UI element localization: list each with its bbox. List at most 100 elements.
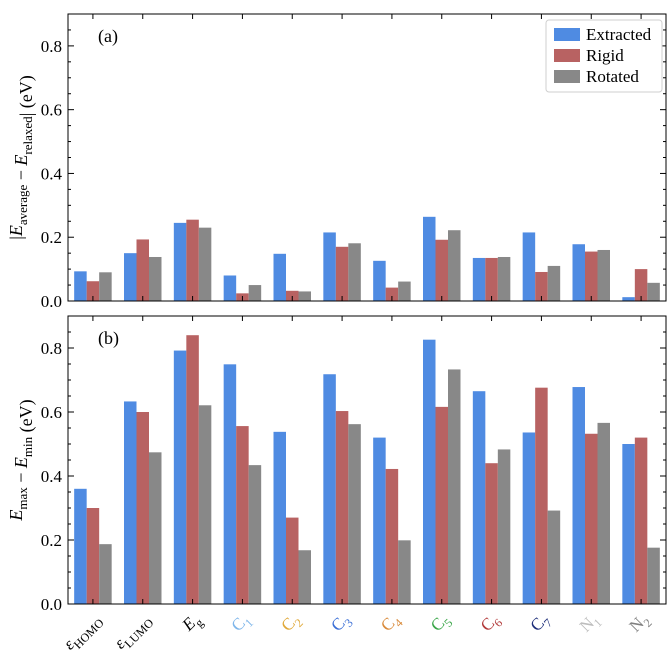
x-category-label-6: C4 <box>377 609 406 638</box>
bar-b-rigid-2 <box>186 335 199 604</box>
x-category-label-1: εLUMO <box>110 609 156 655</box>
bar-b-rotated-11 <box>647 547 660 604</box>
bar-b-rigid-9 <box>535 387 548 604</box>
bar-a-extracted-2 <box>173 222 187 301</box>
bar-a-rigid-2 <box>186 219 199 301</box>
bar-a-rigid-0 <box>86 281 100 301</box>
bar-b-rotated-4 <box>298 550 311 604</box>
bar-a-extracted-9 <box>522 232 536 301</box>
bar-a-rotated-2 <box>198 227 212 301</box>
x-category-label-0: εHOMO <box>60 609 107 656</box>
bar-a-extracted-5 <box>323 232 336 301</box>
bar-b-rigid-8 <box>485 463 498 604</box>
bar-a-extracted-7 <box>423 216 436 301</box>
bar-b-rotated-2 <box>198 405 212 604</box>
bar-b-extracted-7 <box>423 339 436 604</box>
bar-b-rigid-10 <box>585 433 598 604</box>
legend-label-rigid: Rigid <box>586 46 624 65</box>
bar-a-rotated-6 <box>398 281 411 301</box>
bar-b-rigid-6 <box>385 468 399 604</box>
bar-b-rigid-4 <box>286 517 299 604</box>
bar-b-rotated-5 <box>348 424 361 604</box>
x-category-label-9: C7 <box>527 609 556 638</box>
bar-a-rotated-1 <box>149 256 162 301</box>
legend-swatch-rigid <box>554 49 580 62</box>
panel-b-ytick-label: 0.0 <box>41 595 62 614</box>
bar-a-rigid-7 <box>435 239 448 301</box>
x-category-label-7: C5 <box>427 609 456 638</box>
panel-a-ylabel: |Eaverage − Erelaxed| (eV) <box>6 75 37 240</box>
x-category-label-11: N2 <box>626 609 655 638</box>
bar-b-extracted-3 <box>223 364 237 604</box>
x-category-label-5: C3 <box>327 609 356 638</box>
bar-b-rigid-11 <box>634 437 648 604</box>
bar-b-extracted-2 <box>173 350 187 604</box>
bar-a-rigid-6 <box>385 287 399 301</box>
bar-a-extracted-10 <box>572 244 585 301</box>
bar-b-extracted-9 <box>522 432 536 604</box>
bar-b-rigid-0 <box>86 508 100 604</box>
bar-b-extracted-8 <box>472 391 486 604</box>
panel-a-ytick-label: 0.6 <box>41 101 62 120</box>
bar-a-rotated-5 <box>348 243 361 301</box>
bar-a-rigid-8 <box>485 257 498 301</box>
bar-a-rotated-9 <box>547 265 561 301</box>
bar-b-extracted-6 <box>373 437 386 604</box>
x-category-label-10: N1 <box>576 609 605 638</box>
legend-label-extracted: Extracted <box>586 25 652 44</box>
bar-b-extracted-0 <box>74 488 87 604</box>
bar-a-rigid-11 <box>634 269 648 301</box>
panel-b-label: (b) <box>98 328 119 349</box>
bar-a-rotated-0 <box>99 272 112 301</box>
panel-a-label: (a) <box>98 26 118 47</box>
bar-b-rotated-10 <box>597 422 610 604</box>
bar-a-rotated-11 <box>647 282 660 301</box>
legend-label-rotated: Rotated <box>586 67 639 86</box>
panel-b-ytick-label: 0.2 <box>41 531 62 550</box>
bar-b-rotated-6 <box>398 540 411 604</box>
x-category-label-3: C1 <box>228 609 257 638</box>
bar-b-extracted-4 <box>273 431 286 604</box>
bar-b-extracted-11 <box>622 444 635 604</box>
panel-a-ytick-label: 0.2 <box>41 228 62 247</box>
panel-b-ytick-label: 0.8 <box>41 339 62 358</box>
bar-b-rotated-9 <box>547 510 561 604</box>
bar-a-extracted-6 <box>373 260 386 301</box>
bar-a-rigid-5 <box>335 246 349 301</box>
bar-a-rotated-8 <box>497 256 511 301</box>
panel-a: 0.0 0.2 0.4 0.6 0.8 (a) |Eaverage − Erelaxed| … <box>6 13 667 311</box>
bar-a-rotated-4 <box>298 291 311 301</box>
bar-b-rotated-0 <box>99 544 112 604</box>
panel-a-ytick-label: 0.4 <box>41 164 63 183</box>
panel-a-ytick-label: 0.8 <box>41 37 62 56</box>
bar-b-rigid-7 <box>435 406 448 604</box>
bar-a-extracted-4 <box>273 253 286 301</box>
bar-a-rotated-7 <box>448 230 461 301</box>
bar-a-rotated-10 <box>597 249 610 301</box>
panel-b-ytick-label: 0.6 <box>41 403 62 422</box>
bar-b-extracted-1 <box>124 401 137 604</box>
panel-b-ylabel: Emax − Emin (eV) <box>6 399 37 521</box>
bar-a-extracted-3 <box>223 275 237 301</box>
x-category-label-2: Eg <box>178 609 207 638</box>
bar-b-rigid-3 <box>236 426 249 604</box>
bar-a-extracted-1 <box>124 253 137 301</box>
bar-b-rigid-1 <box>136 412 149 604</box>
x-category-label-4: C2 <box>277 609 306 638</box>
bar-b-extracted-5 <box>323 374 336 604</box>
panel-a-ytick-label: 0.0 <box>41 292 62 311</box>
bar-b-rotated-1 <box>149 452 162 604</box>
bar-a-rigid-10 <box>585 251 598 301</box>
bar-a-rigid-1 <box>136 239 149 301</box>
x-category-labels: εHOMO εLUMO Eg C1 C2 C3 C4 C5 C6 C7 N1 N2 <box>60 609 655 656</box>
x-category-label-8: C6 <box>477 609 506 638</box>
bar-b-rotated-8 <box>497 449 511 604</box>
bar-b-rotated-7 <box>448 369 461 604</box>
bar-a-rigid-4 <box>286 290 299 301</box>
bar-b-extracted-10 <box>572 387 585 604</box>
legend-swatch-extracted <box>554 28 580 41</box>
panel-b-ytick-label: 0.4 <box>41 467 63 486</box>
bar-b-rigid-5 <box>335 411 349 604</box>
